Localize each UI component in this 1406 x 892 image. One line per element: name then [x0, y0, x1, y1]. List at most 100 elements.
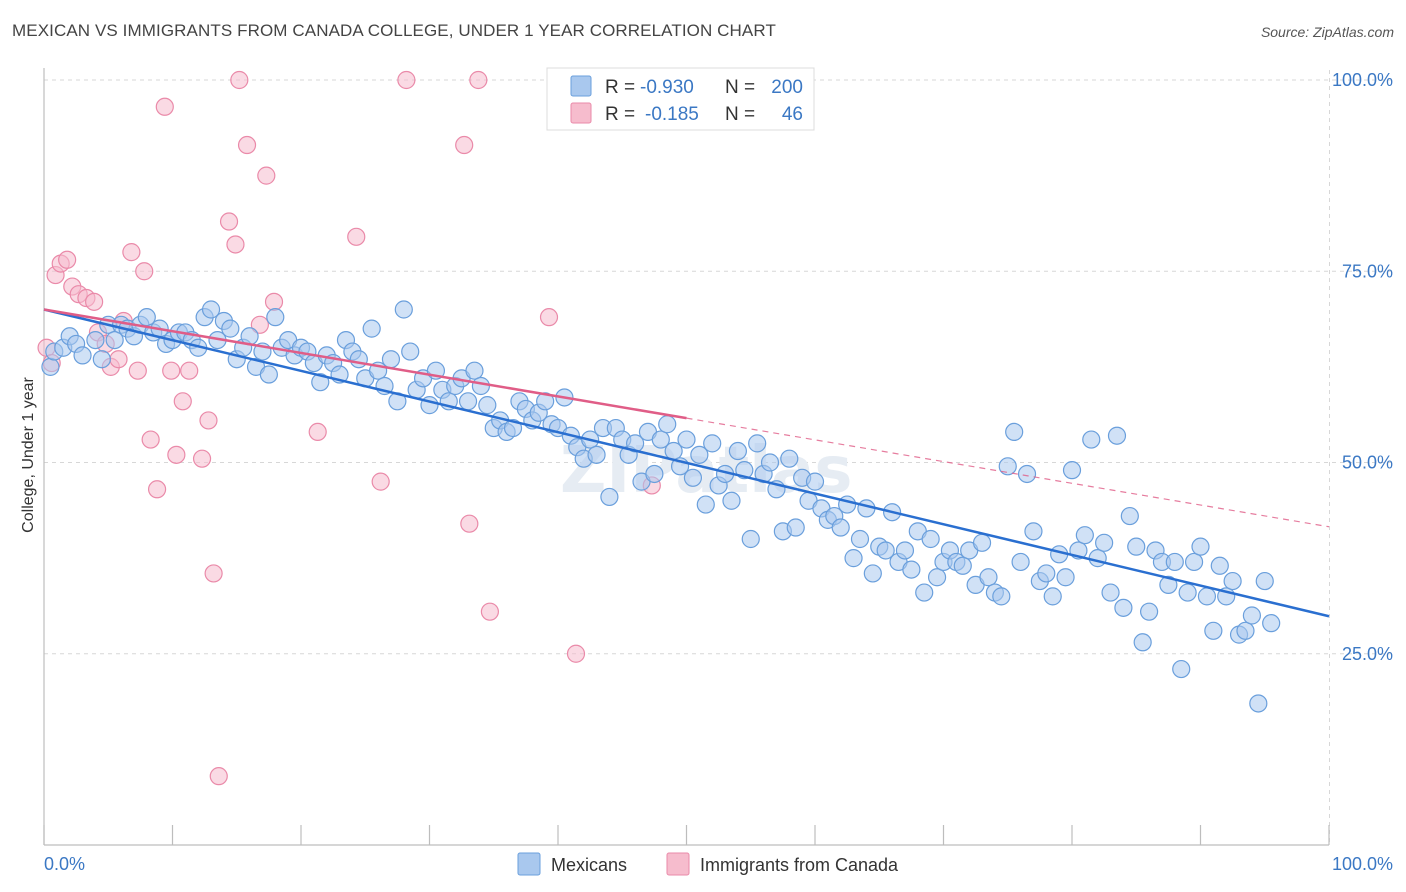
mexicans-point [1017, 464, 1037, 484]
mexicans-point [394, 300, 413, 319]
mexicans-point [1024, 522, 1043, 541]
mexicans-point [1088, 549, 1107, 568]
canada-point [128, 361, 147, 380]
mexicans-point [1075, 526, 1094, 545]
trend-line-canada-extension [686, 417, 1330, 528]
mexicans-point [1210, 556, 1229, 575]
mexicans-point [831, 518, 850, 537]
trend-line-mexicans [43, 308, 1330, 618]
mexicans-point [503, 418, 523, 438]
mexicans-point [1011, 552, 1030, 572]
mexicans-point [1223, 571, 1242, 591]
canada-point [122, 243, 141, 262]
mexicans-point [471, 376, 490, 396]
mexicans-point [362, 319, 381, 338]
mexicans-point [1043, 587, 1062, 606]
canada-point [58, 250, 77, 269]
mexicans-point [1095, 533, 1114, 552]
mexicans-point [1133, 633, 1152, 652]
y-axis-label: College, Under 1 year [20, 377, 37, 533]
mexicans-point [86, 331, 105, 350]
mexicans-point [1249, 694, 1268, 713]
canada-point [264, 292, 284, 311]
bottom-legend-label-canada: Immigrants from Canada [700, 855, 899, 875]
mexicans-point [683, 468, 703, 487]
canada-point [209, 767, 228, 786]
mexicans-point [221, 319, 240, 338]
mexicans-point [850, 529, 870, 549]
canada-point [397, 70, 416, 90]
series-mexicans [41, 300, 1281, 713]
trend-lines [43, 308, 1330, 618]
mexicans-point [478, 396, 497, 415]
canada-point [347, 227, 366, 246]
canada-point [192, 449, 212, 468]
mexicans-point [1197, 587, 1217, 606]
series-immigrants-from-canada [37, 70, 661, 786]
mexicans-point [1159, 575, 1178, 595]
mexicans-point [1262, 614, 1281, 633]
canada-point [237, 135, 257, 155]
canada-point [455, 135, 474, 155]
y-tick-label-75: 75.0% [1342, 261, 1393, 281]
canada-point [257, 166, 276, 185]
mexicans-point [972, 533, 992, 552]
mexicans-point [259, 365, 278, 384]
legend-r-label-mexicans: R = [605, 77, 635, 98]
mexicans-point [998, 457, 1017, 476]
mexicans-point [876, 541, 895, 560]
mexicans-point [1114, 598, 1133, 617]
mexicans-point [1236, 621, 1255, 640]
mexicans-point [658, 415, 677, 434]
canada-point [566, 644, 586, 663]
canada-point [135, 262, 154, 281]
grid-lines [44, 70, 1392, 845]
mexicans-point [921, 529, 940, 549]
y-tick-label-100: 100.0% [1332, 70, 1393, 90]
mexicans-point [587, 445, 606, 464]
mexicans-point [1184, 552, 1204, 572]
mexicans-point [915, 583, 934, 602]
mexicans-point [992, 587, 1011, 606]
legend-n-label-mexicans: N = [725, 77, 755, 98]
mexicans-point [1120, 506, 1139, 526]
trend-line-canada [43, 308, 687, 420]
mexicans-point [1191, 537, 1210, 556]
mexicans-point [1005, 422, 1024, 441]
mexicans-point [1242, 606, 1262, 625]
mexicans-point [311, 373, 330, 392]
mexicans-point [266, 308, 285, 327]
canada-point [85, 292, 104, 311]
mexicans-point [953, 556, 972, 575]
canada-point [167, 445, 186, 464]
canada-point [539, 308, 559, 327]
canada-point [469, 70, 488, 90]
mexicans-point [805, 472, 825, 491]
mexicans-point [41, 357, 60, 376]
mexicans-point [1255, 571, 1274, 591]
mexicans-point [741, 529, 760, 549]
legend-swatch-mexicans [570, 75, 592, 97]
mexicans-point [458, 392, 478, 411]
mexicans-point [1172, 659, 1191, 679]
mexicans-point [979, 568, 998, 587]
mexicans-point [786, 518, 805, 537]
mexicans-point [105, 331, 124, 350]
canada-point [480, 602, 499, 621]
bottom-legend-label-mexicans: Mexicans [551, 855, 627, 875]
mexicans-point [1165, 552, 1184, 572]
x-tick-label-min: 0.0% [44, 854, 85, 874]
mexicans-point [1056, 568, 1075, 587]
mexicans-point [1101, 583, 1120, 602]
canada-point [162, 361, 181, 380]
mexicans-point [1127, 537, 1146, 556]
mexicans-point [349, 350, 368, 369]
x-tick-label-max: 100.0% [1332, 854, 1393, 874]
bottom-legend: Mexicans Immigrants from Canada [517, 852, 899, 876]
canada-point [199, 411, 218, 430]
mexicans-point [1082, 430, 1101, 449]
mexicans-point [651, 430, 670, 449]
legend-n-value-canada: 46 [782, 104, 803, 125]
mexicans-point [645, 464, 664, 484]
mexicans-point [902, 560, 921, 579]
